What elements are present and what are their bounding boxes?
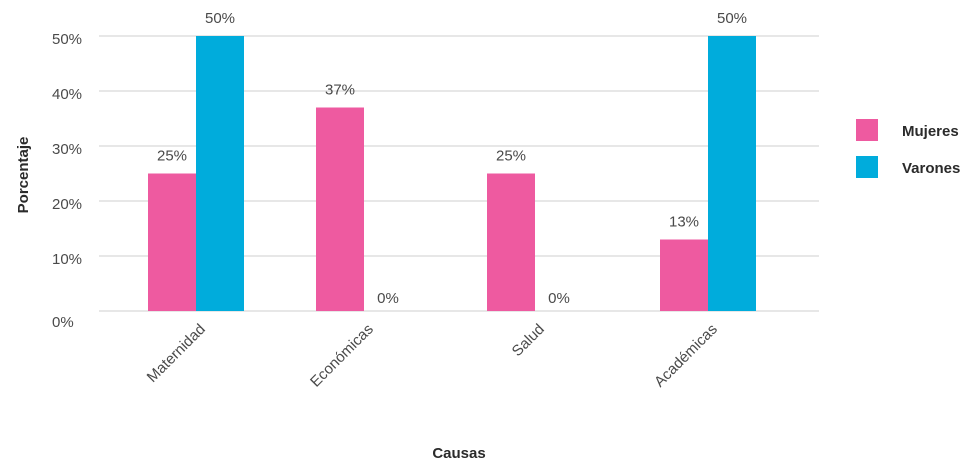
- y-tick-label: 20%: [52, 196, 82, 213]
- data-labels: 25% 37% 25% 13% 50% 0% 0% 50%: [157, 10, 747, 307]
- y-tick-label: 40%: [52, 86, 82, 103]
- y-tick-label: 0%: [52, 314, 74, 331]
- data-label: 0%: [377, 290, 399, 307]
- bar-mujeres-0: [148, 173, 196, 311]
- x-category-label: Salud: [509, 321, 548, 360]
- bars: [148, 36, 756, 311]
- legend-swatch-mujeres: [856, 119, 878, 141]
- data-label: 25%: [157, 148, 187, 165]
- legend: Mujeres Varones: [856, 119, 960, 178]
- x-category-label: Maternidad: [144, 321, 209, 386]
- data-label: 0%: [548, 290, 570, 307]
- data-label: 13%: [669, 214, 699, 231]
- legend-label-mujeres: Mujeres: [902, 123, 959, 140]
- data-label: 37%: [325, 82, 355, 99]
- data-label: 25%: [496, 148, 526, 165]
- bar-varones-0: [196, 36, 244, 311]
- bar-mujeres-3: [660, 239, 708, 311]
- legend-swatch-varones: [856, 156, 878, 178]
- y-tick-label: 30%: [52, 141, 82, 158]
- y-tick-label: 50%: [52, 31, 82, 48]
- data-label: 50%: [717, 10, 747, 27]
- bar-mujeres-2: [487, 173, 535, 311]
- legend-label-varones: Varones: [902, 160, 960, 177]
- y-tick-label: 10%: [52, 251, 82, 268]
- y-axis-title: Porcentaje: [15, 137, 32, 214]
- x-axis-title: Causas: [432, 445, 485, 460]
- bar-mujeres-1: [316, 107, 364, 311]
- bar-varones-3: [708, 36, 756, 311]
- data-label: 50%: [205, 10, 235, 27]
- x-category-label: Académicas: [651, 321, 721, 391]
- x-category-label: Económicas: [307, 321, 377, 391]
- y-axis-ticks: 0% 10% 20% 30% 40% 50%: [52, 31, 82, 331]
- x-axis-categories: Maternidad Económicas Salud Académicas: [144, 321, 721, 391]
